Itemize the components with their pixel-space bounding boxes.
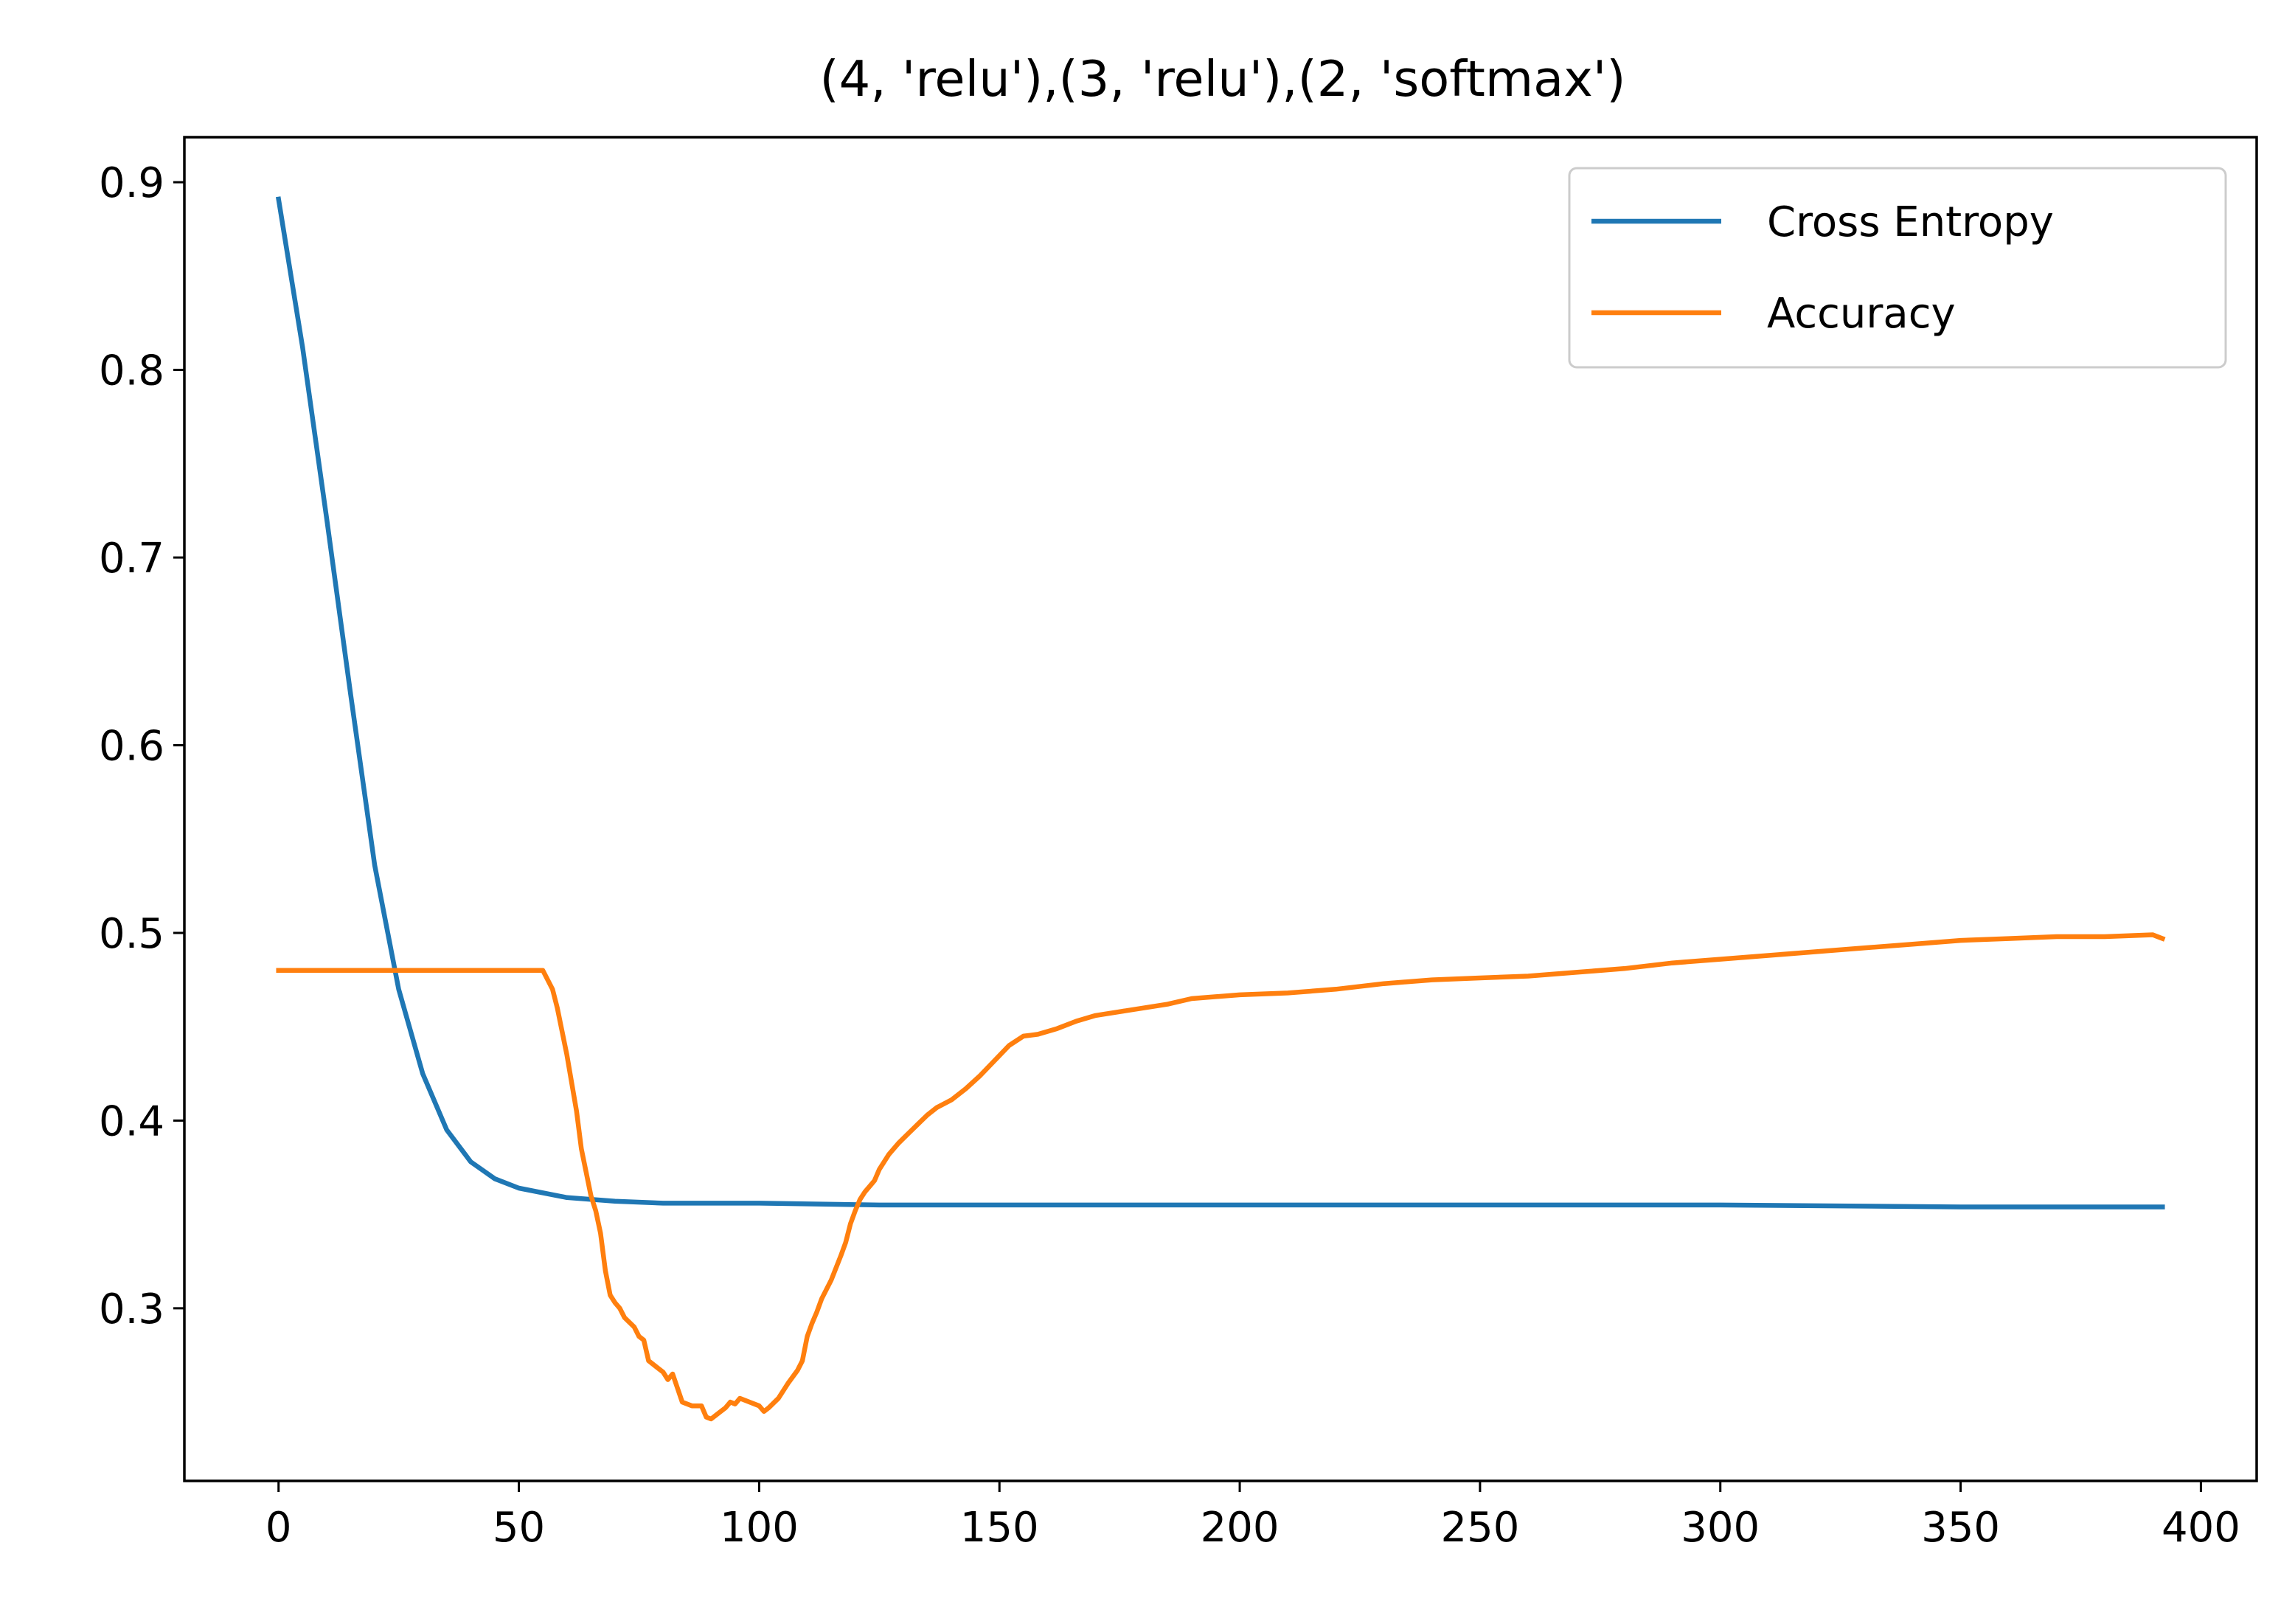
y-tick-label: 0.9 <box>99 159 164 207</box>
axes: 0 50 100 150 200 250 300 350 400 0.3 0.4 0.5 0.6 0.7 0… <box>99 136 2258 1552</box>
plot-area <box>275 196 2166 1422</box>
x-tick-label: 400 <box>2162 1504 2240 1552</box>
y-tick-label: 0.7 <box>99 535 164 583</box>
chart-title: (4, 'relu'),(3, 'relu'),(2, 'softmax') <box>820 50 1626 108</box>
legend: Cross Entropy Accuracy <box>1568 167 2227 369</box>
x-tick-label: 150 <box>960 1504 1039 1552</box>
x-tick-label: 100 <box>720 1504 799 1552</box>
y-tick-label: 0.6 <box>99 722 164 770</box>
x-tick-label: 200 <box>1201 1504 1280 1552</box>
y-tick-label: 0.5 <box>99 910 164 958</box>
legend-label-cross-entropy: Cross Entropy <box>1767 198 2054 246</box>
axes-frame <box>183 136 2258 1482</box>
series-line-accuracy <box>276 932 2166 1422</box>
x-tick-label: 250 <box>1440 1504 1519 1552</box>
x-tick-label: 50 <box>493 1504 545 1552</box>
legend-label-accuracy: Accuracy <box>1767 290 1956 338</box>
y-tick-label: 0.4 <box>99 1097 164 1145</box>
legend-box <box>1568 167 2227 369</box>
x-tick-label: 350 <box>1921 1504 2000 1552</box>
x-tick-label: 300 <box>1681 1504 1760 1552</box>
y-tick-label: 0.3 <box>99 1285 164 1333</box>
series-line-cross-entropy <box>275 196 2165 1210</box>
y-tick-label: 0.8 <box>99 347 164 395</box>
x-tick-label: 0 <box>265 1504 292 1552</box>
